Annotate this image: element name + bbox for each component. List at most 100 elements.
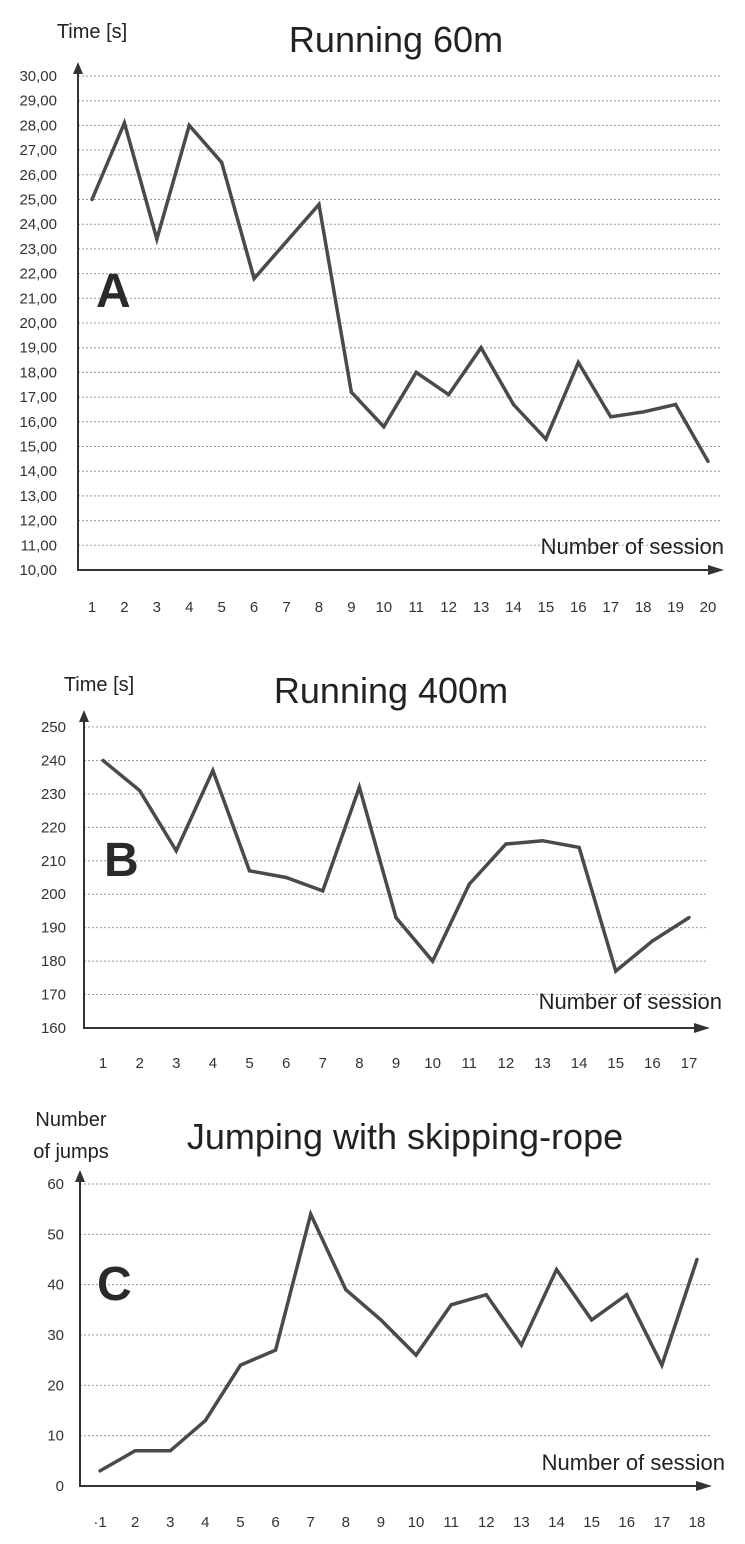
panel-letter: B	[104, 834, 139, 887]
data-point	[511, 402, 516, 407]
x-tick-label: 7	[282, 599, 290, 616]
x-tick-label: 15	[583, 1514, 600, 1531]
x-tick-label: ·1	[93, 1514, 106, 1531]
x-tick-label: 19	[667, 599, 684, 616]
y-tick-label: 230	[41, 786, 66, 803]
y-tick-label: 30	[47, 1327, 64, 1344]
y-tick-label: 21,00	[19, 290, 57, 307]
y-tick-label: 180	[41, 953, 66, 970]
x-tick-label: 4	[209, 1055, 217, 1072]
x-tick-label: 11	[461, 1055, 477, 1072]
data-point	[706, 459, 710, 464]
data-point	[554, 1267, 559, 1272]
data-point	[187, 123, 191, 128]
x-tick-label: 14	[505, 599, 522, 616]
y-tick-label: 170	[41, 987, 66, 1004]
y-tick-label: 27,00	[19, 142, 57, 159]
x-tick-label: 5	[218, 599, 226, 616]
y-tick-label: 29,00	[19, 93, 57, 110]
x-tick-label: 9	[392, 1055, 400, 1072]
x-tick-label: 13	[513, 1514, 530, 1531]
data-point	[317, 202, 321, 207]
data-point	[449, 1303, 453, 1307]
y-tick-label: 250	[41, 719, 66, 736]
data-point	[504, 842, 508, 846]
y-tick-label: 13,00	[19, 488, 57, 505]
x-axis-title: Number of session	[542, 1450, 725, 1475]
data-point	[273, 1348, 278, 1352]
x-axis-title: Number of session	[539, 989, 722, 1014]
data-point	[284, 239, 289, 244]
data-point	[203, 1418, 208, 1423]
x-tick-label: 16	[644, 1055, 661, 1072]
y-tick-label: 60	[47, 1176, 64, 1193]
y-axis-arrow	[79, 710, 89, 722]
x-tick-label: 20	[700, 599, 717, 616]
x-tick-label: 17	[602, 599, 619, 616]
data-point	[577, 845, 581, 850]
y-axis-title: Time [s]	[64, 674, 134, 696]
data-point	[414, 370, 418, 375]
data-point	[98, 1469, 102, 1473]
x-tick-label: 14	[571, 1055, 588, 1072]
series-line	[90, 117, 710, 463]
y-tick-label: 40	[47, 1277, 64, 1294]
data-point	[430, 959, 435, 963]
data-point	[467, 882, 471, 886]
y-tick-label: 0	[56, 1478, 64, 1495]
data-point	[219, 160, 224, 165]
chart-panel-c: 0 10 20 30 40 50 60 ·1 2 3 4 5 6 7 8 9 10 11 12 13 14 15 16 17 1…	[33, 1109, 725, 1531]
data-point	[414, 1353, 418, 1357]
x-tick-label: 3	[166, 1514, 174, 1531]
y-tick-label: 20,00	[19, 315, 57, 332]
data-point	[133, 1449, 137, 1453]
x-tick-label: 17	[654, 1514, 671, 1531]
data-point	[309, 1212, 313, 1216]
y-axis-title-line-1: Number	[35, 1109, 106, 1131]
x-tick-label: 1	[88, 599, 96, 616]
y-tick-label: 15,00	[19, 439, 57, 456]
y-tick-label: 190	[41, 920, 66, 937]
x-tick-label: 15	[538, 599, 555, 616]
x-tick-label: 12	[498, 1055, 515, 1072]
x-tick-label: 11	[443, 1514, 459, 1531]
y-tick-label: 10	[47, 1428, 64, 1445]
y-tick-label: 14,00	[19, 463, 57, 480]
y-tick-label: 26,00	[19, 167, 57, 184]
data-point	[660, 1363, 664, 1367]
data-point	[252, 276, 256, 281]
y-tick-label: 30,00	[19, 68, 57, 85]
data-point	[101, 758, 105, 763]
x-tick-label: 3	[153, 599, 161, 616]
data-point	[122, 121, 127, 125]
data-point	[589, 1318, 594, 1322]
x-tick-label: 6	[250, 599, 258, 616]
x-tick-label: 3	[172, 1055, 180, 1072]
panel-letter: A	[96, 265, 131, 318]
x-tick-label: 7	[307, 1514, 315, 1531]
x-tick-label: 5	[245, 1055, 253, 1072]
x-tick-label: 10	[424, 1055, 441, 1072]
y-tick-label: 16,00	[19, 414, 57, 431]
y-axis-arrow	[75, 1170, 85, 1182]
x-axis-arrow	[694, 1023, 710, 1033]
panel-letter: C	[97, 1258, 132, 1311]
data-point	[641, 410, 645, 414]
data-point	[394, 915, 398, 920]
x-tick-label: 12	[440, 599, 457, 616]
data-point	[155, 237, 159, 241]
data-point	[349, 390, 354, 394]
chart-panel-a: 10,00 11,00 12,00 13,00 14,00 15,00 16,00 17,00…	[19, 19, 724, 616]
data-point	[446, 392, 451, 397]
data-point	[609, 415, 613, 419]
y-tick-label: 160	[41, 1020, 66, 1037]
x-tick-label: 16	[618, 1514, 635, 1531]
chart-title: Running 60m	[289, 19, 503, 60]
x-tick-label: 18	[635, 599, 652, 616]
data-point	[382, 425, 386, 429]
data-point	[576, 360, 581, 365]
x-tick-label: 8	[315, 599, 323, 616]
data-point	[284, 875, 288, 880]
x-tick-label: 14	[548, 1514, 565, 1531]
